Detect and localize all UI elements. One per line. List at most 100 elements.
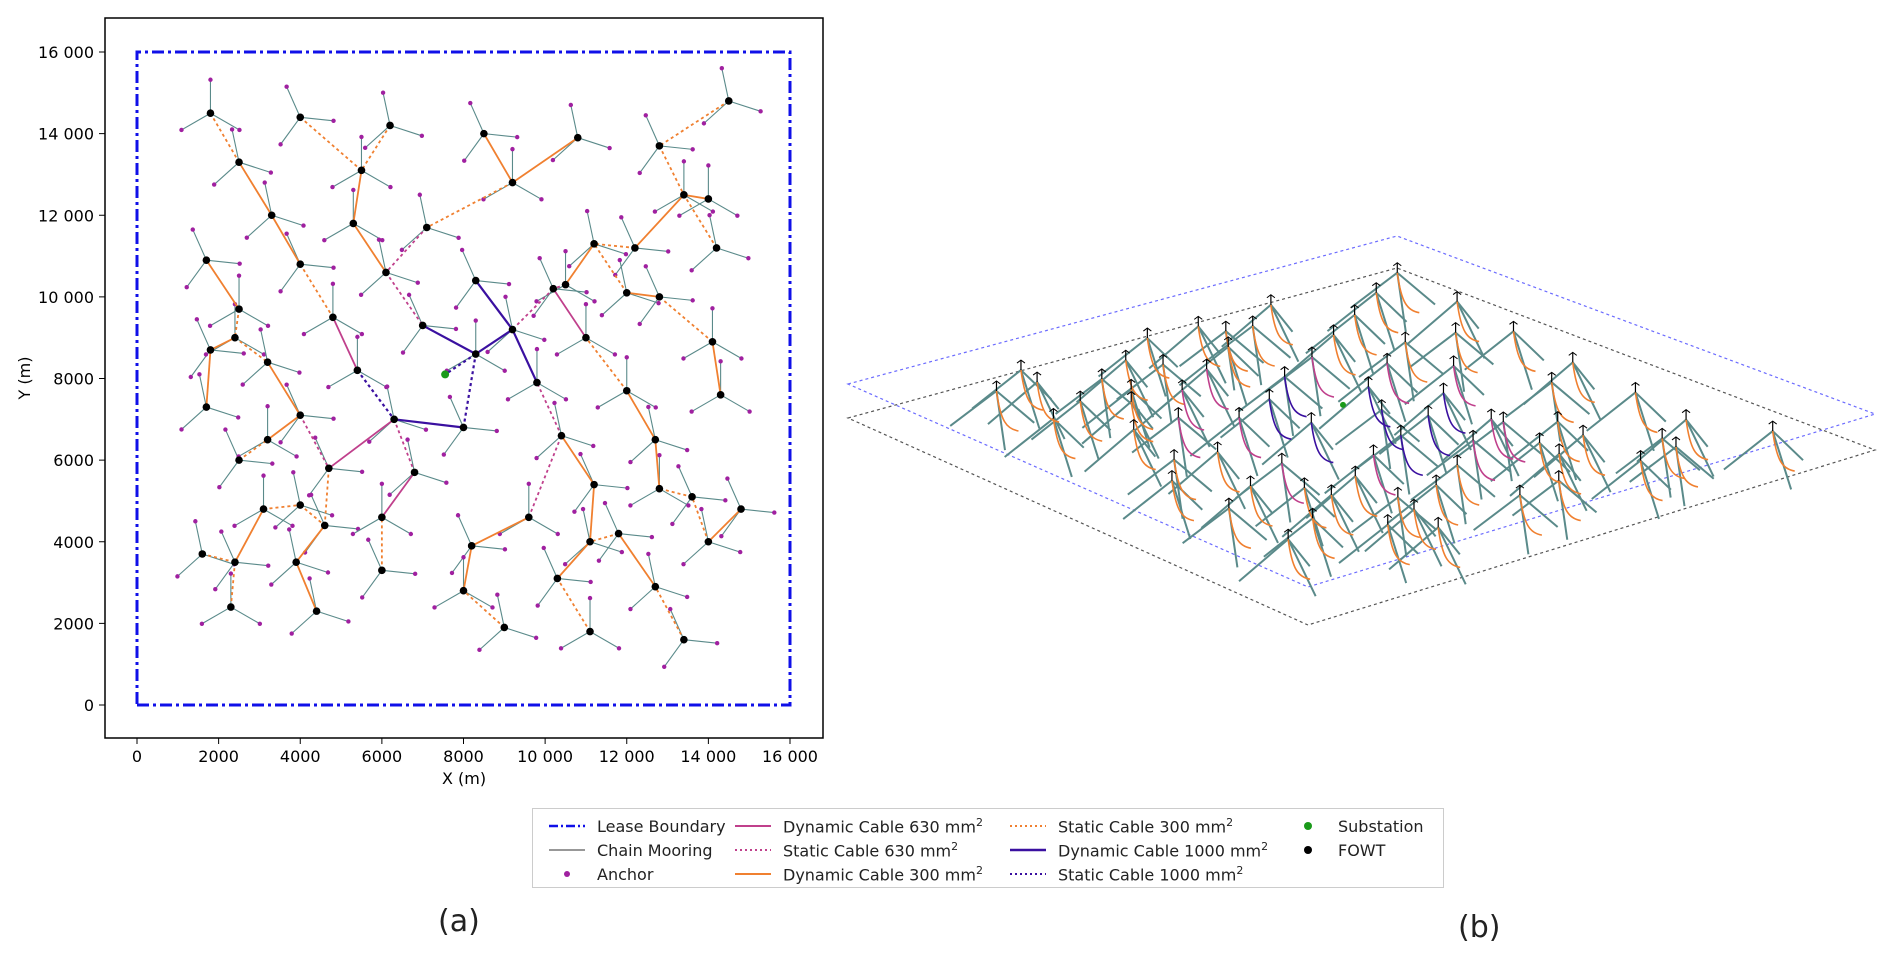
mooring-line xyxy=(585,337,616,355)
legend-label: Lease Boundary xyxy=(597,816,726,836)
fowt-rotor-3d xyxy=(1578,424,1588,429)
mooring-line-3d xyxy=(1396,271,1436,306)
cable-segment xyxy=(210,336,236,351)
mooring-line-3d xyxy=(1400,434,1440,468)
mooring-line-3d xyxy=(995,390,1035,424)
mooring-line xyxy=(238,161,272,174)
anchor-point xyxy=(453,305,459,310)
fowt-marker xyxy=(202,256,211,264)
mooring-line-3d xyxy=(1386,362,1419,394)
anchor-point xyxy=(384,384,390,389)
mooring-line-3d xyxy=(1685,419,1709,448)
anchor-point xyxy=(278,440,283,445)
mooring-line xyxy=(700,508,709,542)
cable-segment xyxy=(238,161,273,216)
mooring-line-3d xyxy=(1311,356,1351,390)
mooring-line xyxy=(332,316,363,335)
mooring-line xyxy=(201,606,232,625)
mooring-line xyxy=(461,249,477,281)
anchor-point xyxy=(477,647,482,653)
anchor-point xyxy=(447,394,453,400)
anchor-point xyxy=(400,350,406,355)
anchor-point xyxy=(739,356,744,361)
anchor-point xyxy=(628,459,633,465)
cable-3d xyxy=(1181,389,1205,431)
mooring-line-3d xyxy=(1197,325,1227,384)
fowt-rotor-3d xyxy=(1553,410,1563,415)
anchor-point xyxy=(262,180,267,185)
anchor-point xyxy=(287,527,292,532)
anchor-point xyxy=(637,321,642,327)
mooring-line-3d xyxy=(1052,418,1073,478)
mooring-line xyxy=(579,453,595,485)
legend-label: Chain Mooring xyxy=(597,840,713,860)
anchor-point xyxy=(595,405,600,410)
legend-label: Substation xyxy=(1338,816,1424,836)
fowt-marker xyxy=(349,219,358,228)
fowt-marker xyxy=(549,284,558,293)
mooring-line-3d xyxy=(1270,304,1294,333)
fowt-rotor-3d xyxy=(1234,406,1244,411)
fowt-rotor-3d xyxy=(1547,371,1556,376)
mooring-line xyxy=(364,125,391,149)
anchor-point xyxy=(278,289,283,294)
tick-marks xyxy=(99,51,791,744)
mooring-line-3d xyxy=(1456,301,1486,359)
mooring-line xyxy=(214,561,236,590)
mooring-line-3d xyxy=(1281,494,1333,538)
fowt-rotor-3d xyxy=(1174,406,1183,411)
mooring-line xyxy=(457,515,473,547)
mooring-line xyxy=(601,292,628,316)
anchor-point xyxy=(514,134,520,140)
anchor-point xyxy=(485,349,490,355)
mooring-line xyxy=(181,112,211,131)
anchor-point xyxy=(284,84,289,89)
anchor-point xyxy=(583,302,589,307)
mooring-line xyxy=(378,239,387,273)
cable-3d xyxy=(1435,484,1459,526)
mooring-line xyxy=(536,382,567,400)
fowt-marker xyxy=(561,280,570,289)
cable-3d xyxy=(1386,524,1410,566)
mooring-line xyxy=(292,472,301,506)
fowt-rotor-3d xyxy=(1452,290,1462,295)
fowt-marker xyxy=(390,415,398,424)
cable-segment xyxy=(552,288,587,339)
cable-3d xyxy=(1216,451,1240,493)
fowt-marker xyxy=(582,333,590,342)
mooring-line xyxy=(483,182,513,200)
anchor-point xyxy=(541,545,546,551)
cable-segment xyxy=(707,508,742,543)
fowt-marker xyxy=(655,142,664,150)
anchor-point xyxy=(554,352,560,357)
cable-segment xyxy=(299,263,334,318)
mooring-line-3d xyxy=(1228,507,1268,541)
mooring-line-3d xyxy=(1512,331,1533,391)
anchor-point xyxy=(707,212,712,218)
cable-segment xyxy=(381,471,416,518)
mooring-line xyxy=(630,488,660,506)
mooring-line xyxy=(300,263,334,269)
anchor-point xyxy=(329,513,335,518)
anchor-point xyxy=(236,415,241,420)
anchor-point xyxy=(351,187,356,193)
anchor-point xyxy=(441,452,447,457)
anchor-point xyxy=(572,509,577,514)
mooring-line xyxy=(455,280,477,308)
fowt-rotor-3d xyxy=(1409,498,1419,503)
mooring-line xyxy=(361,569,383,598)
mooring-line-3d xyxy=(1310,421,1334,451)
mooring-line xyxy=(218,459,240,488)
cable-segment xyxy=(444,353,477,376)
mooring-line xyxy=(192,229,207,261)
anchor-point xyxy=(690,298,695,303)
mooring-line-3d xyxy=(1337,362,1388,403)
cable-3d xyxy=(1311,518,1335,560)
mooring-line-3d xyxy=(1551,381,1591,415)
anchor-point xyxy=(379,481,385,486)
cable-segment xyxy=(266,361,302,416)
anchor-point xyxy=(290,523,295,529)
fowt-marker xyxy=(480,129,488,138)
mooring-line-3d xyxy=(1238,417,1259,477)
legend-label: Dynamic Cable 1000 mm2 xyxy=(1058,839,1269,861)
